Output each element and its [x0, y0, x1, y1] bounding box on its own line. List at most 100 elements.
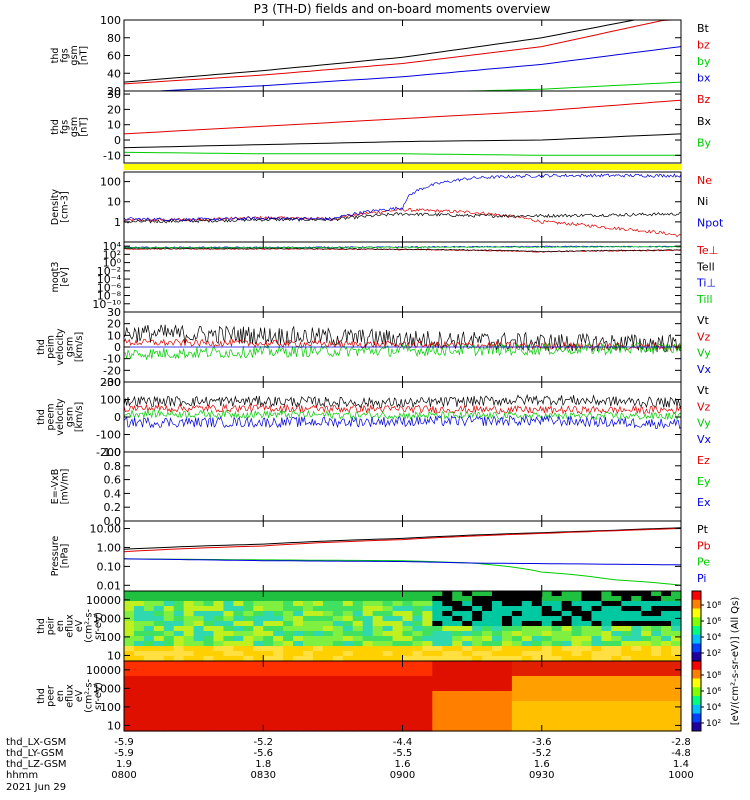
- heatmap-cell: [601, 651, 612, 657]
- heatmap-cell: [312, 641, 324, 647]
- heatmap-cell: [511, 686, 523, 692]
- heatmap-cell: [352, 616, 364, 622]
- heatmap-cell: [442, 636, 453, 642]
- heatmap-cell: [442, 676, 453, 682]
- colorbar-swatch: [692, 696, 701, 706]
- heatmap-cell: [442, 721, 453, 727]
- y-tick-label: -200: [96, 446, 121, 459]
- heatmap-cell: [482, 716, 493, 722]
- legend-entry: Vz: [697, 330, 711, 343]
- heatmap-cell: [402, 591, 414, 597]
- heatmap-cell: [651, 646, 662, 652]
- heatmap-cell: [432, 701, 443, 707]
- heatmap-cell: [263, 721, 274, 727]
- heatmap-cell: [601, 596, 612, 602]
- heatmap-cell: [641, 686, 652, 692]
- y-tick-label: 80: [107, 32, 121, 45]
- heatmap-cell: [322, 726, 334, 732]
- heatmap-cell: [273, 591, 284, 597]
- heatmap-cell: [422, 646, 433, 652]
- heatmap-cell: [492, 716, 503, 722]
- heatmap-cell: [511, 671, 523, 677]
- heatmap-cell: [243, 616, 254, 622]
- heatmap-cell: [243, 671, 254, 677]
- heatmap-cell: [402, 656, 414, 662]
- heatmap-cell: [601, 676, 612, 682]
- heatmap-cell: [213, 676, 225, 682]
- heatmap-cell: [571, 651, 583, 657]
- heatmap-cell: [163, 721, 175, 727]
- heatmap-cell: [601, 671, 612, 677]
- heatmap-cell: [651, 641, 662, 647]
- heatmap-cell: [531, 696, 543, 702]
- heatmap-cell: [332, 696, 344, 702]
- heatmap-cell: [293, 701, 304, 707]
- heatmap-cell: [372, 596, 384, 602]
- heatmap-cell: [243, 716, 254, 722]
- heatmap-cell: [591, 716, 603, 722]
- heatmap-cell: [342, 626, 354, 632]
- heatmap-cell: [382, 706, 394, 712]
- heatmap-cell: [651, 681, 662, 687]
- heatmap-cell: [342, 601, 354, 607]
- heatmap-cell: [233, 696, 244, 702]
- heatmap-cell: [392, 646, 404, 652]
- heatmap-cell: [492, 706, 503, 712]
- heatmap-cell: [352, 691, 364, 697]
- heatmap-cell: [153, 656, 165, 662]
- heatmap-cell: [392, 641, 404, 647]
- heatmap-cell: [233, 626, 244, 632]
- heatmap-cell: [462, 606, 473, 612]
- heatmap-cell: [193, 696, 205, 702]
- heatmap-cell: [671, 611, 682, 617]
- y-tick-label: 60: [107, 50, 121, 63]
- heatmap-cell: [253, 606, 264, 612]
- x-axis-value: -5.5: [393, 748, 413, 759]
- heatmap-cell: [203, 666, 215, 672]
- heatmap-cell: [492, 651, 503, 657]
- y-axis-label: peer: [46, 685, 57, 707]
- heatmap-cell: [651, 671, 662, 677]
- heatmap-cell: [501, 611, 513, 617]
- heatmap-cell: [133, 711, 145, 717]
- heatmap-cell: [492, 686, 503, 692]
- heatmap-cell: [661, 611, 672, 617]
- heatmap-cell: [263, 631, 274, 637]
- heatmap-cell: [442, 596, 453, 602]
- heatmap-cell: [611, 601, 622, 607]
- heatmap-cell: [133, 611, 145, 617]
- heatmap-cell: [601, 611, 612, 617]
- heatmap-cell: [422, 701, 433, 707]
- x-axis-value: 1.9: [116, 759, 132, 770]
- heatmap-cell: [541, 591, 553, 597]
- heatmap-cell: [571, 596, 583, 602]
- heatmap-cell: [332, 716, 344, 722]
- heatmap-cell: [382, 621, 394, 627]
- heatmap-cell: [173, 611, 185, 617]
- heatmap-cell: [322, 691, 334, 697]
- heatmap-cell: [263, 691, 274, 697]
- heatmap-cell: [303, 726, 314, 732]
- heatmap-cell: [273, 631, 284, 637]
- heatmap-cell: [581, 636, 593, 642]
- heatmap-cell: [452, 611, 463, 617]
- heatmap-cell: [591, 591, 603, 597]
- heatmap-cell: [432, 651, 443, 657]
- heatmap-cell: [591, 626, 603, 632]
- heatmap-cell: [253, 651, 264, 657]
- heatmap-cell: [541, 651, 553, 657]
- heatmap-cell: [362, 676, 374, 682]
- heatmap-cell: [581, 721, 593, 727]
- y-tick-label: -100: [96, 429, 121, 442]
- heatmap-cell: [283, 701, 294, 707]
- heatmap-cell: [621, 636, 632, 642]
- heatmap-cell: [193, 666, 205, 672]
- heatmap-cell: [412, 606, 423, 612]
- heatmap-cell: [621, 631, 632, 637]
- heatmap-cell: [452, 711, 463, 717]
- heatmap-cell: [223, 606, 235, 612]
- heatmap-cell: [621, 626, 632, 632]
- y-tick-label: 10000: [86, 664, 121, 677]
- heatmap-cell: [511, 636, 523, 642]
- heatmap-cell: [332, 706, 344, 712]
